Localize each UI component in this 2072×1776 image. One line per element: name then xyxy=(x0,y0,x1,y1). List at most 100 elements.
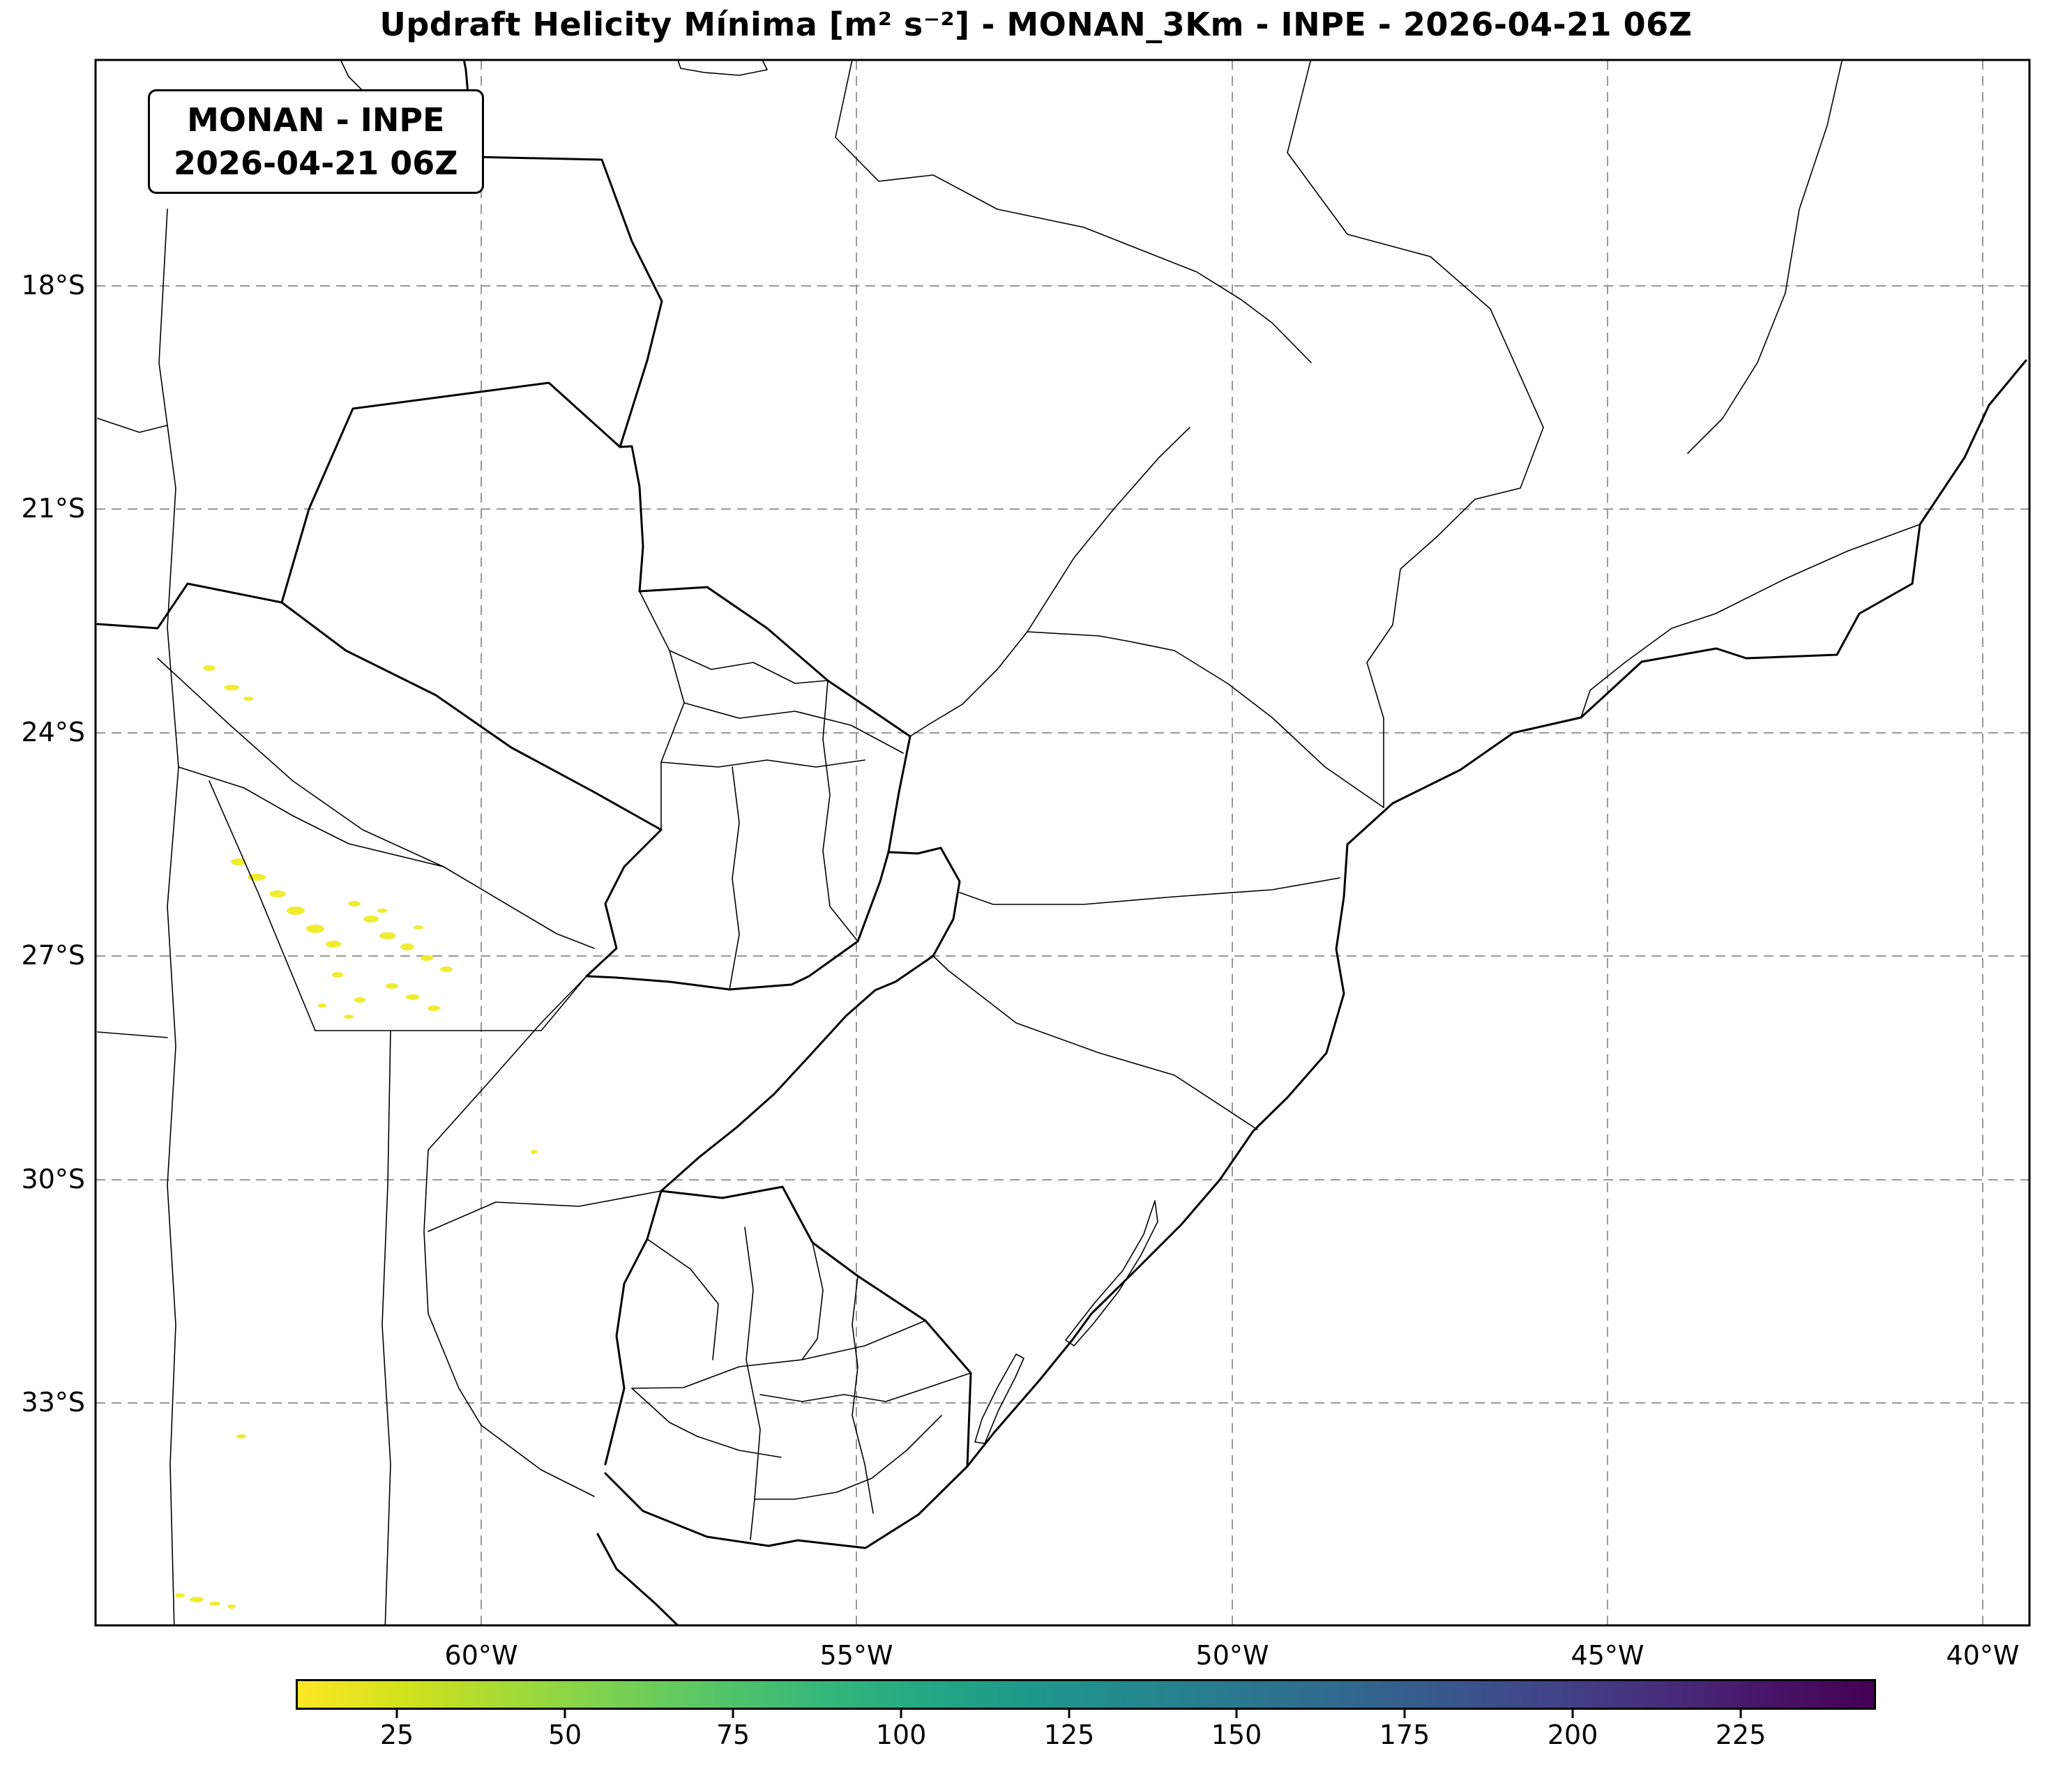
border-bolivia-brazil xyxy=(462,60,663,448)
border-paraguay-river-north xyxy=(619,445,644,593)
helicity-speck xyxy=(363,916,379,923)
helicity-speck xyxy=(287,906,305,915)
helicity-speck xyxy=(231,858,246,865)
dept-border-uy-1 xyxy=(631,1320,926,1389)
dept-border-py-4 xyxy=(729,766,740,990)
province-border-ar-h1 xyxy=(97,418,168,433)
border-paraguay-argentina-parana xyxy=(585,851,890,991)
helicity-speck xyxy=(78,529,84,533)
colorbar-tick-label-100: 100 xyxy=(875,1720,927,1750)
dept-border-uy-6 xyxy=(759,1372,971,1402)
y-tick-label-18s: 18°S xyxy=(21,270,85,301)
colorbar-tick-label-75: 75 xyxy=(716,1720,750,1750)
colorbar-tick-mark xyxy=(900,1710,902,1718)
helicity-speck xyxy=(236,1434,246,1439)
border-paraguay-brazil-apa xyxy=(638,586,912,738)
dept-border-uy-2 xyxy=(744,1227,761,1540)
helicity-speck xyxy=(428,1005,440,1011)
state-border-layer xyxy=(97,60,1921,1625)
dept-border-uy-9 xyxy=(631,1388,698,1437)
state-border-sc-pr xyxy=(959,877,1340,905)
x-tick-label-55w: 55°W xyxy=(819,1640,893,1671)
colorbar-tick-mark xyxy=(1739,1710,1742,1718)
state-border-pr-sp xyxy=(1027,631,1384,808)
helicity-speck xyxy=(332,972,343,978)
state-border-mg-inner xyxy=(1687,60,1843,454)
border-uruguay-river xyxy=(604,1190,663,1466)
helicity-speck xyxy=(386,983,398,989)
helicity-speck xyxy=(227,1604,236,1609)
helicity-speck xyxy=(243,697,253,701)
x-tick-label-40w: 40°W xyxy=(1946,1640,2020,1671)
lagoon-lagoa-mirim xyxy=(974,1353,1024,1444)
river-paraguay-inner xyxy=(639,591,685,830)
graticule xyxy=(96,60,2029,1625)
helicity-speck xyxy=(440,966,453,972)
river-bermejo xyxy=(157,658,595,949)
colorbar-tick-mark xyxy=(395,1710,398,1718)
province-border-ar-west xyxy=(158,208,179,1625)
province-border-corrientes-entrerios xyxy=(428,1190,662,1232)
x-tick-label-60w: 60°W xyxy=(444,1640,518,1671)
helicity-speck xyxy=(414,925,423,929)
border-brazil-uruguay xyxy=(660,1185,972,1468)
helicity-speck xyxy=(190,1597,204,1602)
dept-border-py-1 xyxy=(669,650,829,684)
border-argentina-bolivia xyxy=(96,582,283,630)
dept-border-py-5 xyxy=(822,680,859,942)
axes-frame xyxy=(94,59,2031,1627)
state-border-mg-rj-es xyxy=(1580,524,1921,718)
colorbar-tick-mark xyxy=(1235,1710,1238,1718)
helicity-speck xyxy=(406,994,420,1000)
dept-border-uy-5 xyxy=(646,1238,719,1360)
helicity-speck xyxy=(269,890,286,897)
helicity-speck xyxy=(379,932,396,939)
helicity-speck xyxy=(209,1602,220,1606)
x-tick-label-50w: 50°W xyxy=(1195,1640,1269,1671)
river-parana-brazil xyxy=(909,427,1190,737)
state-border-rs-sc xyxy=(932,955,1258,1130)
helicity-speck xyxy=(377,909,387,913)
colorbar-tick-mark xyxy=(1068,1710,1071,1718)
dept-border-py-2 xyxy=(683,702,904,754)
y-tick-label-24s: 24°S xyxy=(21,717,85,748)
corner-label-line1: MONAN - INPE xyxy=(187,101,445,139)
helicity-speck xyxy=(175,1593,185,1597)
y-tick-label-21s: 21°S xyxy=(21,493,85,524)
border-brazil-argentina xyxy=(660,847,961,1192)
border-paraguay-brazil-parana xyxy=(887,735,912,853)
border-pilcomayo xyxy=(280,601,663,831)
y-tick-label-27s: 27°S xyxy=(21,940,85,971)
country-border-layer xyxy=(96,60,2027,1625)
river-parana-argentina xyxy=(423,976,595,1497)
y-tick-label-33s: 33°S xyxy=(21,1387,85,1418)
dept-border-py-3 xyxy=(660,759,865,768)
province-border-sf-cordoba xyxy=(381,1030,391,1625)
helicity-speck-layer xyxy=(78,529,538,1609)
colorbar-tick-label-50: 50 xyxy=(547,1720,582,1750)
colorbar-tick-label-125: 125 xyxy=(1043,1720,1095,1750)
helicity-speck xyxy=(224,685,239,690)
salt-flat-outline xyxy=(677,60,768,76)
dept-border-uy-7 xyxy=(754,1415,942,1500)
province-border-chaco-sf xyxy=(315,976,587,1031)
state-border-mt xyxy=(835,60,1312,363)
helicity-speck xyxy=(306,925,324,933)
province-border-ar-h2 xyxy=(178,766,444,867)
helicity-speck xyxy=(318,1003,326,1008)
helicity-speck xyxy=(354,997,365,1003)
helicity-speck xyxy=(203,665,215,671)
dept-border-uy-3 xyxy=(852,1275,874,1514)
helicity-speck xyxy=(421,955,433,961)
figure-title: Updraft Helicity Mínima [m² s⁻²] - MONAN… xyxy=(379,6,1693,43)
colorbar-tick-label-175: 175 xyxy=(1379,1720,1430,1750)
province-border-sde xyxy=(209,780,316,1031)
dept-border-uy-4 xyxy=(801,1242,824,1360)
colorbar-tick-mark xyxy=(564,1710,566,1718)
colorbar-tick-label-150: 150 xyxy=(1211,1720,1262,1750)
lagoon-lagoa-dos-patos xyxy=(1065,1200,1158,1346)
colorbar-tick-label-225: 225 xyxy=(1715,1720,1767,1750)
corner-label-line2: 2026-04-21 06Z xyxy=(174,144,458,183)
